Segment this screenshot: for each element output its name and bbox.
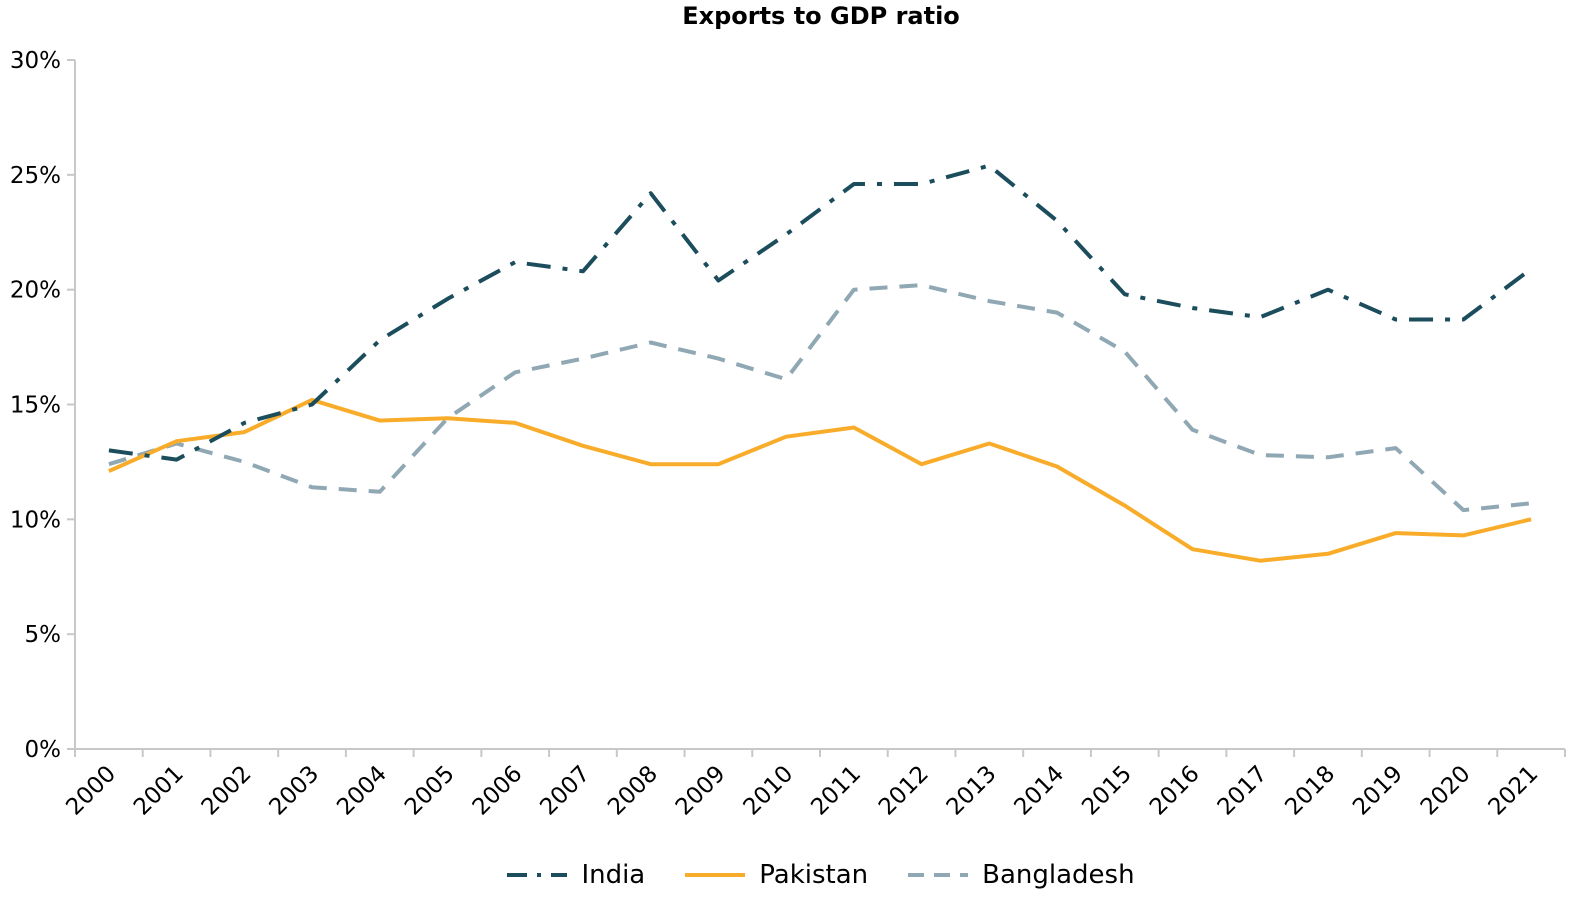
legend-label-bangladesh: Bangladesh	[982, 860, 1135, 890]
x-tick-label: 2020	[1416, 761, 1476, 821]
bangladesh-line-swatch	[908, 873, 969, 877]
x-tick-label: 2000	[61, 761, 121, 821]
x-tick-label: 2014	[1010, 761, 1070, 821]
y-axis-ticks: 0% 5% 10% 15% 20% 25% 30%	[10, 48, 75, 763]
x-tick-label: 2010	[739, 761, 799, 821]
y-tick-label: 20%	[10, 278, 61, 304]
x-tick-label: 2017	[1213, 761, 1273, 821]
x-tick-label: 2016	[1145, 761, 1205, 821]
y-tick-label: 0%	[25, 737, 62, 763]
x-tick-label: 2015	[1077, 761, 1137, 821]
x-tick-label: 2018	[1280, 761, 1340, 821]
x-tick-label: 2012	[874, 761, 934, 821]
series-line-india	[108, 163, 1533, 462]
series-lines	[108, 163, 1533, 563]
y-tick-label: 15%	[10, 393, 61, 419]
x-tick-label: 2003	[265, 761, 325, 821]
x-tick-label: 2021	[1484, 761, 1544, 821]
chart-title: Exports to GDP ratio	[682, 2, 960, 30]
line-chart: 0% 5% 10% 15% 20% 25% 30% 2000 2001 2002 2003 2004…	[10, 48, 1566, 821]
x-tick-label: 2008	[603, 761, 663, 821]
x-tick-label: 2004	[332, 761, 392, 821]
series-line-bangladesh	[108, 283, 1532, 513]
legend-item-pakistan: Pakistan	[685, 860, 868, 890]
y-tick-label: 25%	[10, 163, 61, 189]
series-line-pakistan	[108, 397, 1532, 563]
x-tick-label: 2009	[671, 761, 731, 821]
legend-label-pakistan: Pakistan	[759, 860, 869, 890]
x-tick-label: 2001	[129, 761, 189, 821]
legend-item-india: India	[507, 860, 645, 890]
y-tick-label: 10%	[10, 507, 61, 533]
x-tick-label: 2005	[400, 761, 460, 821]
x-tick-label: 2002	[197, 761, 257, 821]
pakistan-line-swatch	[685, 873, 746, 877]
india-line-swatch	[507, 873, 568, 877]
x-axis-ticks: 2000 2001 2002 2003 2004 2005 2006 2007 2008 2009…	[61, 749, 1566, 821]
x-tick-label: 2013	[942, 761, 1002, 821]
y-tick-label: 30%	[10, 48, 61, 74]
x-tick-label: 2006	[468, 761, 528, 821]
legend: India Pakistan Bangladesh	[0, 860, 1584, 890]
y-tick-label: 5%	[25, 622, 62, 648]
legend-item-bangladesh: Bangladesh	[908, 860, 1135, 890]
x-tick-label: 2019	[1348, 761, 1408, 821]
x-tick-label: 2011	[806, 761, 866, 821]
x-tick-label: 2007	[535, 761, 595, 821]
legend-label-india: India	[581, 860, 646, 890]
